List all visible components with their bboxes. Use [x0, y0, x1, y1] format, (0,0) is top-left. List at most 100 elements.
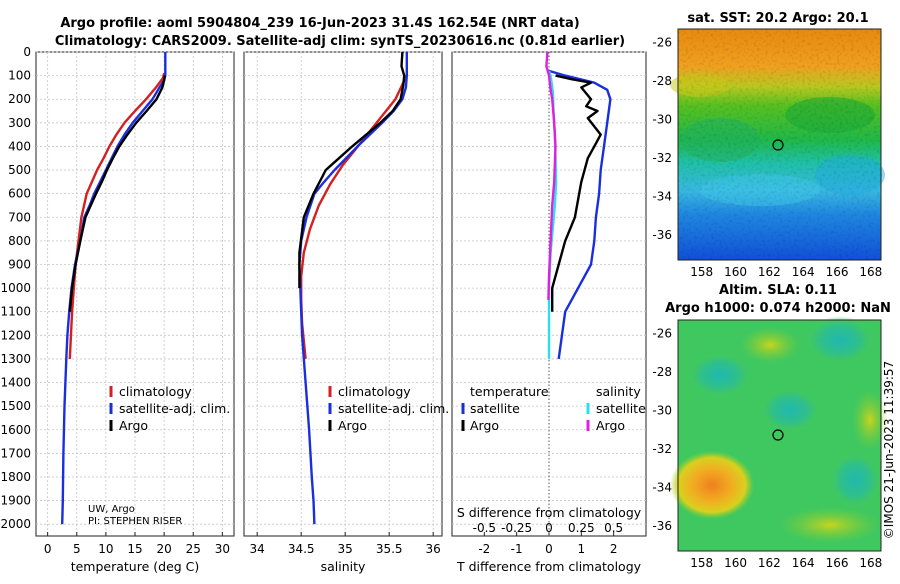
s-difference-tick-label: 0 — [545, 521, 553, 535]
sla-map-title-line2: Argo h1000: 0.074 h2000: NaN — [665, 301, 891, 316]
salinity-panel — [243, 51, 443, 537]
depth-tick-label: 1500 — [0, 399, 31, 413]
salinity-series — [298, 52, 408, 525]
depth-tick-label: 400 — [8, 139, 31, 153]
series-line-salinity-argo — [545, 52, 557, 300]
depth-tick-label: 0 — [23, 45, 31, 59]
x-tick-label: 35.5 — [376, 542, 403, 556]
depth-tick-label: 1400 — [0, 376, 31, 390]
x-tick-label: 15 — [127, 542, 142, 556]
sst-map-title: sat. SST: 20.2 Argo: 20.1 — [687, 11, 868, 26]
x-tick-label: 36 — [426, 542, 441, 556]
sla-cool-eddy — [760, 388, 820, 432]
depth-tick-label: 700 — [8, 210, 31, 224]
legend-label-satellite: satellite-adj. clim. — [338, 401, 449, 416]
s-difference-tick-label: -0.25 — [501, 521, 532, 535]
x-tick-label: 1 — [578, 542, 586, 556]
depth-tick-label: 200 — [8, 92, 31, 106]
s-difference-tick-label: 0.25 — [568, 521, 595, 535]
legend-label-satellite: satellite-adj. clim. — [119, 401, 230, 416]
sla-map — [670, 316, 888, 552]
depth-tick-label: 500 — [8, 163, 31, 177]
figure-title-line1: Argo profile: aoml 5904804_239 16-Jun-20… — [60, 16, 579, 31]
t-difference-axis-label: T difference from climatology — [456, 559, 642, 574]
lat-tick-label: -26 — [652, 326, 672, 340]
argo-float-marker — [772, 139, 784, 151]
lat-tick-label: -36 — [652, 228, 672, 242]
depth-tick-label: 100 — [8, 69, 31, 83]
depth-tick-label: 800 — [8, 234, 31, 248]
depth-tick-label: 600 — [8, 187, 31, 201]
legend-label-temp-argo: Argo — [470, 418, 499, 433]
s-difference-tick-label: 0.5 — [604, 521, 623, 535]
x-tick-label: 25 — [186, 542, 201, 556]
series-line-temperature-satellite — [548, 69, 612, 360]
depth-tick-label: 2000 — [0, 517, 31, 531]
depth-tick-label: 1600 — [0, 423, 31, 437]
x-tick-label: 5 — [73, 542, 81, 556]
series-line-argo — [68, 75, 166, 312]
lat-tick-label: -30 — [652, 403, 672, 417]
lon-tick-label: 168 — [859, 265, 882, 279]
x-tick-label: 30 — [215, 542, 230, 556]
sst-lon-axis: 158 160 162 164 166 168 — [690, 265, 882, 279]
sst-map-frame — [677, 28, 882, 261]
x-tick-label: -2 — [478, 542, 490, 556]
temperature-x-axis: 0 5 10 15 20 25 30 — [44, 542, 230, 556]
x-tick-label: 0 — [545, 542, 553, 556]
lon-tick-label: 160 — [724, 265, 747, 279]
depth-tick-label: 300 — [8, 116, 31, 130]
x-tick-label: 2 — [610, 542, 618, 556]
argo-float-marker — [772, 429, 784, 441]
legend-label-argo: Argo — [119, 418, 148, 433]
credit-line1: UW, Argo — [88, 504, 135, 515]
difference-legend: temperature satellite Argo salinity sate… — [461, 384, 646, 433]
lon-tick-label: 160 — [724, 556, 747, 570]
series-line-satellite-adj-clim- — [61, 52, 167, 525]
sla-cool-eddy — [688, 353, 752, 397]
lat-tick-label: -28 — [652, 365, 672, 379]
series-line-satellite-adj-clim- — [298, 52, 408, 525]
series-line-temperature-argo — [551, 74, 602, 312]
lon-tick-label: 164 — [792, 265, 815, 279]
lon-tick-label: 162 — [758, 265, 781, 279]
lat-tick-label: -36 — [652, 519, 672, 533]
legend-label-sal-argo: Argo — [596, 418, 625, 433]
depth-tick-label: 1300 — [0, 352, 31, 366]
lon-tick-label: 166 — [826, 265, 849, 279]
x-tick-label: 34 — [250, 542, 265, 556]
lon-tick-label: 162 — [758, 556, 781, 570]
sla-map-frame — [677, 319, 882, 552]
lon-tick-label: 158 — [690, 265, 713, 279]
x-tick-label: -1 — [511, 542, 523, 556]
sla-high-area — [740, 327, 800, 363]
sla-cool-eddy — [829, 452, 881, 508]
legend-label-climatology: climatology — [338, 384, 411, 399]
difference-x-axis: -2 -1 0 1 2 — [478, 542, 617, 556]
x-tick-label: 34.5 — [288, 542, 315, 556]
lon-tick-label: 158 — [690, 556, 713, 570]
x-tick-label: 20 — [156, 542, 171, 556]
sst-map — [670, 28, 885, 261]
lon-tick-label: 164 — [792, 556, 815, 570]
salinity-axis-label: salinity — [321, 559, 366, 574]
figure-title-line2: Climatology: CARS2009. Satellite-adj cli… — [55, 34, 625, 49]
lat-tick-label: -32 — [652, 151, 672, 165]
series-line-argo — [298, 52, 406, 289]
lat-tick-label: -34 — [652, 189, 672, 203]
lat-tick-label: -28 — [652, 74, 672, 88]
lat-tick-label: -32 — [652, 442, 672, 456]
salinity-legend: climatology satellite-adj. clim. Argo — [328, 384, 449, 433]
temperature-legend: climatology satellite-adj. clim. Argo — [109, 384, 230, 433]
salinity-x-axis: 34 34.5 35 35.5 36 — [250, 542, 441, 556]
sla-lat-axis: -26 -28 -30 -32 -34 -36 — [652, 326, 672, 532]
legend-label-climatology: climatology — [119, 384, 192, 399]
credit-line2: PI: STEPHEN RISER — [88, 516, 182, 527]
temperature-series — [61, 52, 167, 525]
temperature-axis-label: temperature (deg C) — [71, 559, 200, 574]
x-tick-label: 35 — [338, 542, 353, 556]
depth-tick-label: 1700 — [0, 446, 31, 460]
s-difference-axis-label: S difference from climatology — [457, 505, 642, 520]
sla-map-title-line1: Altim. SLA: 0.11 — [719, 283, 837, 298]
